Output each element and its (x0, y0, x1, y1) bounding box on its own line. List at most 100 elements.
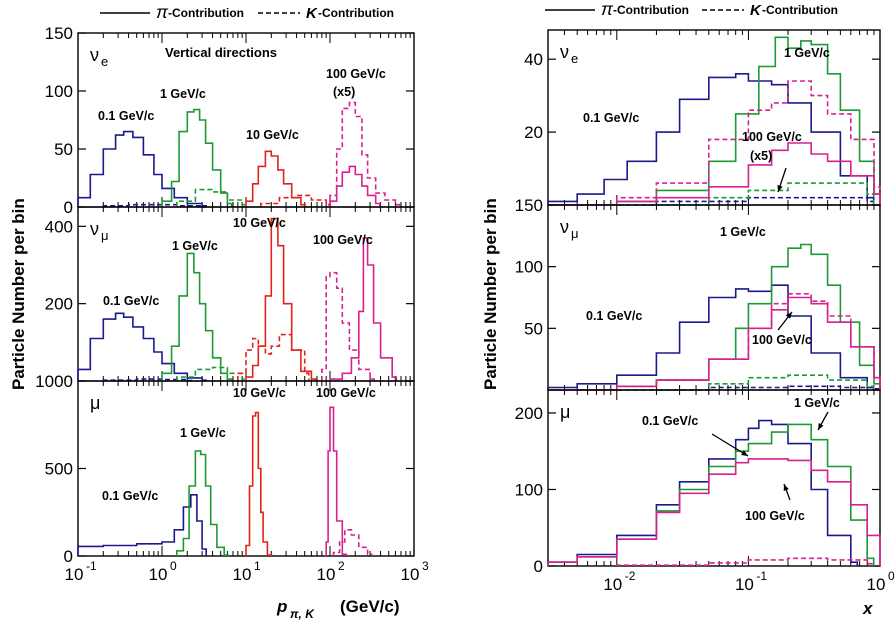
annotation-arrowhead (783, 484, 789, 491)
right-x-tick-label: 10 (867, 575, 886, 594)
right-panel-0: 20 40 ν e (524, 29, 881, 206)
right-y-tick-label: 20 (524, 123, 543, 142)
left-x-label-p: p (276, 597, 287, 616)
right-x-tick-exp: -2 (625, 569, 636, 583)
right-series-K-100-GeV-c (548, 293, 881, 391)
left-series-pi-1-GeV-c (161, 108, 233, 207)
left-x-label-unit: (GeV/c) (340, 597, 400, 616)
left-annotation: 1 GeV/c (160, 87, 206, 101)
right-y-tick-label: 50 (524, 319, 543, 338)
left-y-axis-label: Particle Number per bin (9, 198, 28, 390)
right-x-tick-exp: -1 (756, 569, 767, 583)
left-y-tick-label: 0 (64, 547, 73, 566)
right-series-pi-0-1-GeV-c (547, 73, 875, 205)
right-particle-label: ν (560, 42, 569, 62)
left-series-K-100-GeV-c (332, 529, 373, 556)
right-series-K-100-GeV-c (548, 80, 881, 206)
left-x-tick-label: 10 (401, 565, 420, 584)
left-series-K-100-GeV-c (321, 271, 375, 381)
right-particle-label: ν (560, 217, 569, 237)
left-series-pi-1-GeV-c (161, 252, 233, 381)
left-x-tick-label: 10 (149, 565, 168, 584)
right-panel-frame (547, 389, 881, 567)
left-y-tick-label: 200 (45, 295, 73, 314)
legend-k-symbol-right: K (750, 2, 762, 19)
right-y-tick-label: 100 (515, 258, 543, 277)
left-x-label-sub: π, K (290, 607, 315, 621)
right-x-tick-exp: 0 (888, 569, 895, 583)
left-particle-label: ν (90, 219, 99, 239)
annotation-arrow (711, 433, 749, 457)
left-series-K-10-GeV-c (237, 333, 310, 381)
right-y-tick-label: 100 (515, 480, 543, 499)
legend-left: π -Contribution K -Contribution (100, 2, 394, 22)
right-x-axis-label: x (862, 599, 874, 618)
annotation-arrowhead (741, 450, 748, 456)
right-annotation: 1 GeV/c (784, 46, 830, 60)
left-annotation: 100 GeV/c (316, 386, 376, 400)
right-y-tick-label: 0 (534, 557, 543, 576)
right-y-tick-label: 150 (515, 196, 543, 215)
left-panel-0: 0 50 100 150 ν e (45, 24, 415, 217)
right-particle-label: μ (560, 402, 570, 422)
left-particle-label: μ (90, 393, 100, 413)
left-panel-1: 200 400 ν μ (45, 206, 415, 382)
left-particle-label: ν (90, 45, 99, 65)
left-series-K-0-1-GeV-c (102, 203, 207, 208)
right-series-K-1-GeV-c (616, 374, 875, 391)
left-particle-sub: e (101, 54, 108, 69)
right-x-tick-label: 10 (735, 575, 754, 594)
left-annotation: 100 GeV/c (313, 233, 373, 247)
left-annotation: 10 GeV/c (246, 128, 299, 142)
left-annotation: 1 GeV/c (180, 426, 226, 440)
left-x-tick-label: 10 (317, 565, 336, 584)
left-y-tick-label: 100 (45, 82, 73, 101)
right-series-pi-100-GeV-c (548, 142, 881, 206)
right-annotation: 1 GeV/c (720, 225, 766, 239)
right-panel-2: 0 100 200 μ (515, 389, 881, 576)
annotation-arrowhead (785, 312, 792, 319)
right-x-tick-label: 10 (603, 575, 622, 594)
left-annotation: (x5) (333, 85, 355, 99)
left-series-pi-100-GeV-c (329, 237, 398, 381)
left-x-tick-exp: -1 (86, 559, 97, 573)
left-particle-sub: μ (101, 228, 109, 243)
left-annotation: 0.1 GeV/c (98, 109, 154, 123)
legend-pi-symbol-right: π (601, 0, 614, 19)
legend-k-symbol: K (306, 5, 318, 22)
left-x-tick-exp: 1 (254, 559, 261, 573)
left-series-pi-10-GeV-c (245, 411, 273, 556)
right-y-axis-label: Particle Number per bin (481, 198, 500, 390)
left-series-pi-1-GeV-c (176, 450, 230, 556)
left-series-pi-0-1-GeV-c (77, 130, 207, 207)
left-series-pi-100-GeV-c (325, 406, 348, 556)
left-y-tick-label: 50 (54, 140, 73, 159)
right-annotation: 0.1 GeV/c (583, 111, 639, 125)
left-series-pi-10-GeV-c (245, 217, 317, 381)
right-panel-1: 50 100 150 ν μ (515, 196, 881, 391)
left-y-tick-label: 0 (64, 198, 73, 217)
left-y-tick-label: 1000 (35, 372, 73, 391)
left-annotation: 0.1 GeV/c (103, 294, 159, 308)
annotation-arrowhead (818, 423, 824, 430)
left-series-K-100-GeV-c (329, 101, 401, 207)
legend-pi-text: -Contribution (168, 6, 244, 20)
right-y-tick-label: 200 (515, 404, 543, 423)
left-series-K-1-GeV-c (176, 366, 248, 381)
left-panel-2: 0 500 1000 μ (35, 372, 415, 566)
left-annotation: 100 GeV/c (326, 67, 386, 81)
legend-pi-symbol: π (156, 2, 169, 22)
right-series-pi-0-1-GeV-c (547, 284, 875, 390)
left-x-tick-exp: 2 (338, 559, 345, 573)
right-series-K-0-1-GeV-c (577, 385, 881, 391)
left-series-pi-10-GeV-c (245, 150, 306, 207)
right-annotation: (x5) (750, 149, 772, 163)
left-series-K-10-GeV-c (260, 194, 332, 207)
right-particle-sub: μ (571, 226, 579, 241)
left-x-tick-exp: 3 (422, 559, 429, 573)
annotation-arrowhead (777, 185, 783, 192)
right-annotation: 1 GeV/c (794, 396, 840, 410)
right-series-K-0-1-GeV-c (577, 196, 875, 206)
right-annotation: 100 GeV/c (742, 130, 802, 144)
